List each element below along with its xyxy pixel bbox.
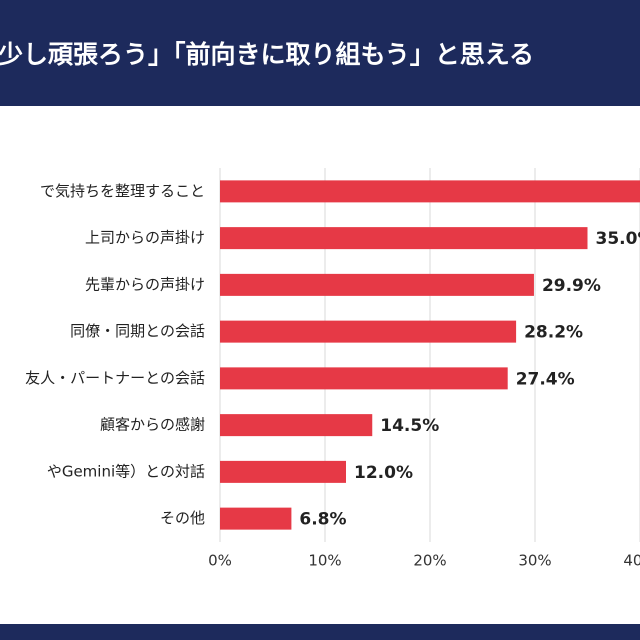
bar: [220, 320, 517, 343]
y-tick-label: 上司からの声掛け: [85, 229, 205, 247]
value-label: 27.4%: [516, 369, 575, 389]
value-label: 35.0%: [596, 229, 640, 249]
bar: [220, 460, 346, 483]
value-label: 12.0%: [354, 463, 413, 483]
value-label: 6.8%: [299, 510, 346, 530]
y-tick-label: 同僚・同期との会話: [70, 322, 205, 340]
x-tick-label: 0%: [208, 552, 232, 570]
bar: [220, 180, 640, 203]
x-tick-label: 10%: [308, 552, 341, 570]
header-band: [0, 0, 640, 106]
bar: [220, 367, 508, 390]
value-label: 29.9%: [542, 276, 601, 296]
footer-band: [0, 624, 640, 640]
bar: [220, 273, 534, 296]
value-label: 14.5%: [380, 416, 439, 436]
chart-title: 少し頑張ろう」「前向きに取り組もう」と思える: [0, 40, 534, 69]
y-tick-label: 顧客からの感謝: [100, 416, 205, 434]
y-tick-label: 友人・パートナーとの会話: [25, 369, 205, 387]
bar: [220, 227, 588, 250]
value-label: 28.2%: [524, 323, 583, 343]
bar: [220, 507, 292, 530]
y-tick-label: その他: [160, 509, 205, 527]
x-tick-label: 40%: [623, 552, 640, 570]
bar: [220, 414, 373, 437]
y-tick-label: で気持ちを整理すること: [40, 182, 205, 200]
x-tick-label: 30%: [518, 552, 551, 570]
y-tick-label: やGemini等）との対話: [47, 462, 205, 480]
x-tick-label: 20%: [413, 552, 446, 570]
y-tick-label: 先輩からの声掛け: [85, 275, 205, 293]
